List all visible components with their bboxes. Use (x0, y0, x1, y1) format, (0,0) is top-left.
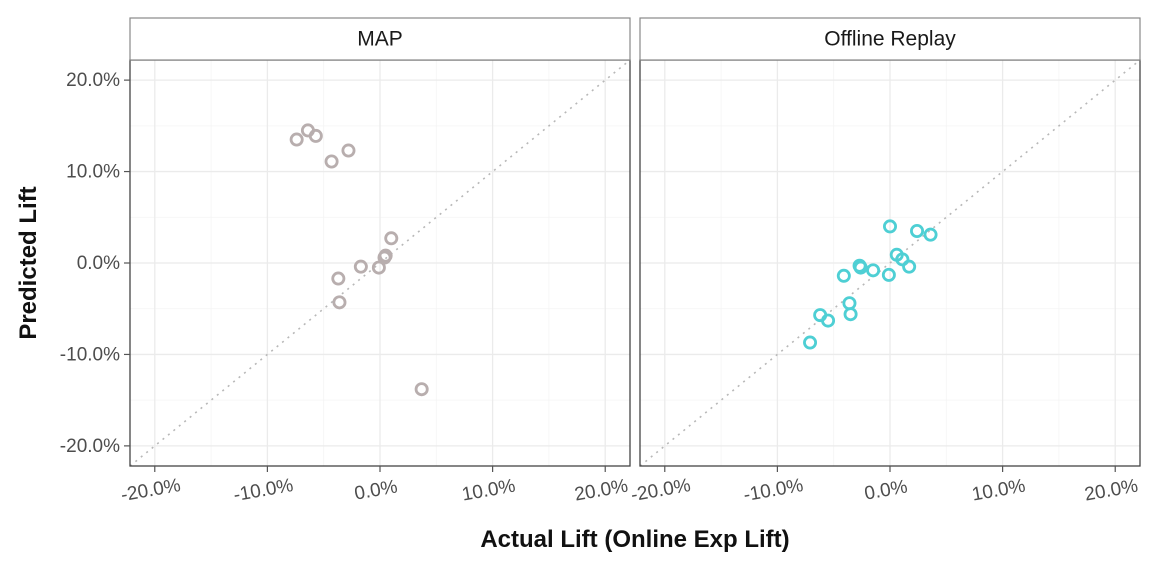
y-tick-label: -10.0% (60, 344, 120, 365)
y-tick-label: 20.0% (66, 70, 120, 91)
map-strip-label: MAP (357, 28, 403, 51)
replay-point-15 (821, 313, 836, 328)
replay-point-13 (843, 307, 858, 322)
replay-strip-label: Offline Replay (824, 28, 956, 51)
replay-point-11 (836, 268, 851, 283)
x-tick-label: -10.0% (742, 475, 805, 506)
map-point-9 (371, 260, 386, 275)
y-tick-label: 0.0% (77, 253, 120, 274)
replay-point-6 (902, 259, 917, 274)
map-point-13 (414, 382, 429, 397)
replay-point-3 (923, 227, 938, 242)
y-tick-label: 10.0% (66, 162, 120, 183)
x-tick-label: 10.0% (460, 476, 517, 506)
replay-point-9 (866, 263, 881, 278)
replay-point-1 (883, 219, 898, 234)
x-tick-label: 20.0% (573, 476, 630, 506)
map-point-10 (353, 259, 368, 274)
x-tick-label: -20.0% (629, 475, 692, 506)
map-point-4 (324, 154, 339, 169)
map-point-1 (289, 132, 304, 147)
map-point-3 (308, 128, 323, 143)
y-axis-title: Predicted Lift (15, 186, 42, 339)
replay-point-2 (910, 223, 925, 238)
x-tick-label: -20.0% (119, 475, 182, 506)
x-tick-label: 0.0% (353, 476, 399, 504)
replay-point-16 (803, 335, 818, 350)
reference-line (639, 59, 1141, 467)
map-point-6 (384, 231, 399, 246)
y-axis: 20.0% 10.0% 0.0% -10.0% -20.0% (60, 70, 130, 457)
map-point-5 (341, 143, 356, 158)
replay-point-10 (881, 267, 896, 282)
x-axis-title: Actual Lift (Online Exp Lift) (480, 526, 789, 553)
replay-point-8 (853, 260, 868, 275)
map-strip (129, 17, 631, 61)
x-tick-label: -10.0% (232, 475, 295, 506)
x-tick-label: 0.0% (863, 476, 909, 504)
panel-map: MAP (129, 17, 631, 467)
map-point-8 (377, 250, 392, 265)
x-axes: -20.0% -10.0% 0.0% 10.0% 20.0% -20.0% -10.0% 0.… (119, 466, 1140, 506)
x-tick-label: 20.0% (1083, 476, 1140, 506)
replay-strip (639, 17, 1141, 61)
map-point-12 (332, 295, 347, 310)
panel-offline-replay: Offline Replay (639, 17, 1141, 467)
x-tick-label: 10.0% (970, 476, 1027, 506)
map-point-11 (331, 271, 346, 286)
y-tick-label: -20.0% (60, 436, 120, 457)
